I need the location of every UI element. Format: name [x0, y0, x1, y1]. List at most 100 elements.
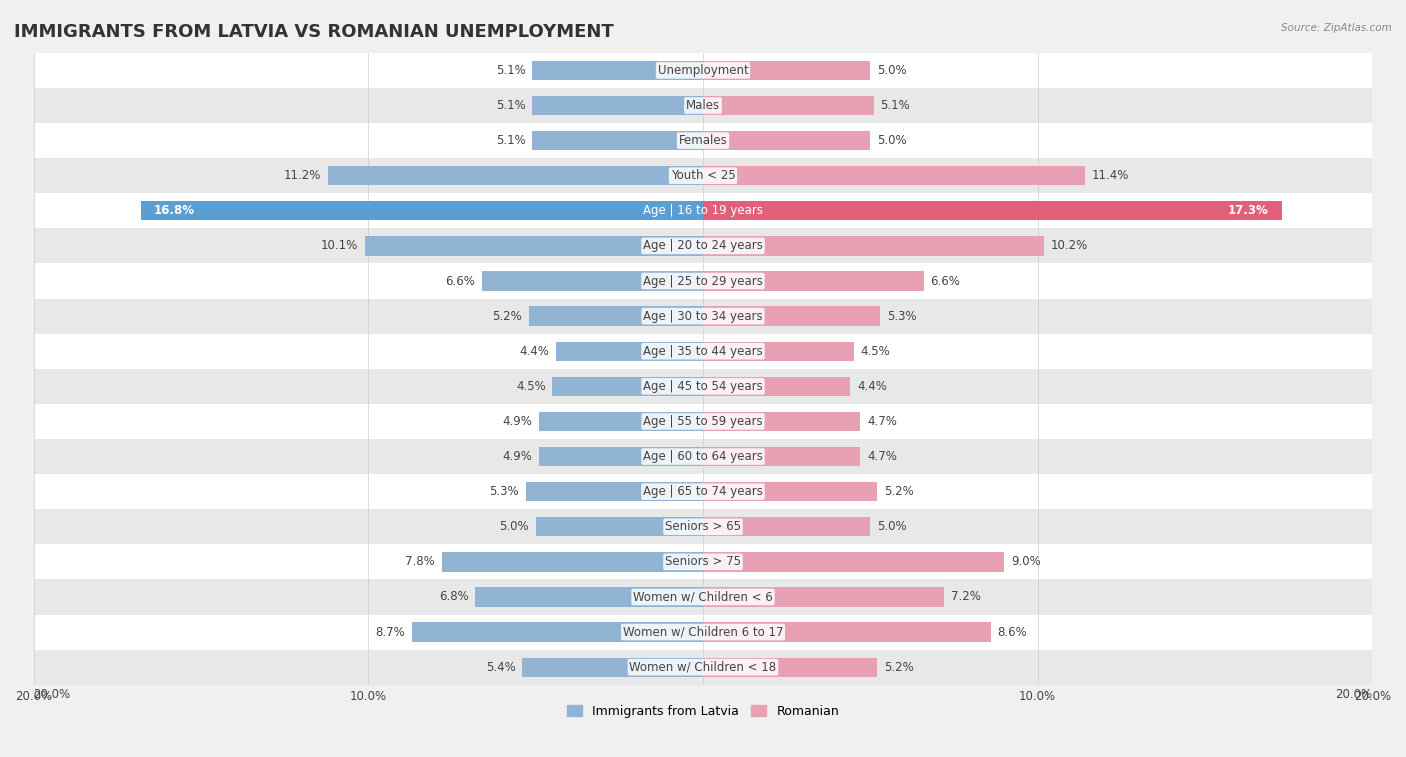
- Text: 4.7%: 4.7%: [868, 450, 897, 463]
- Text: Source: ZipAtlas.com: Source: ZipAtlas.com: [1281, 23, 1392, 33]
- Text: 4.9%: 4.9%: [502, 415, 533, 428]
- Text: 8.7%: 8.7%: [375, 625, 405, 639]
- Text: 7.8%: 7.8%: [405, 556, 436, 569]
- Text: 20.0%: 20.0%: [1336, 687, 1372, 700]
- Text: 5.0%: 5.0%: [499, 520, 529, 533]
- Bar: [34, 439, 1372, 474]
- Text: Age | 65 to 74 years: Age | 65 to 74 years: [643, 485, 763, 498]
- Bar: [703, 412, 860, 431]
- Bar: [366, 236, 703, 256]
- Text: 5.2%: 5.2%: [884, 485, 914, 498]
- Bar: [526, 482, 703, 501]
- Bar: [536, 517, 703, 537]
- Text: Age | 60 to 64 years: Age | 60 to 64 years: [643, 450, 763, 463]
- Bar: [555, 341, 703, 361]
- Bar: [522, 658, 703, 677]
- Text: Age | 35 to 44 years: Age | 35 to 44 years: [643, 344, 763, 358]
- Bar: [34, 88, 1372, 123]
- Bar: [703, 587, 943, 606]
- Bar: [441, 552, 703, 572]
- Bar: [703, 96, 873, 115]
- Legend: Immigrants from Latvia, Romanian: Immigrants from Latvia, Romanian: [562, 699, 844, 723]
- Text: 4.4%: 4.4%: [858, 380, 887, 393]
- Bar: [703, 307, 880, 326]
- Bar: [34, 369, 1372, 404]
- Text: Age | 16 to 19 years: Age | 16 to 19 years: [643, 204, 763, 217]
- Bar: [703, 482, 877, 501]
- Bar: [703, 61, 870, 80]
- Text: 5.1%: 5.1%: [496, 134, 526, 147]
- Text: Seniors > 75: Seniors > 75: [665, 556, 741, 569]
- Text: 4.5%: 4.5%: [516, 380, 546, 393]
- Bar: [34, 263, 1372, 298]
- Text: 11.4%: 11.4%: [1091, 170, 1129, 182]
- Bar: [703, 236, 1045, 256]
- Text: 6.8%: 6.8%: [439, 590, 468, 603]
- Bar: [34, 650, 1372, 685]
- Text: Males: Males: [686, 99, 720, 112]
- Text: IMMIGRANTS FROM LATVIA VS ROMANIAN UNEMPLOYMENT: IMMIGRANTS FROM LATVIA VS ROMANIAN UNEMP…: [14, 23, 614, 41]
- Bar: [703, 552, 1004, 572]
- Text: Age | 20 to 24 years: Age | 20 to 24 years: [643, 239, 763, 252]
- Text: Women w/ Children 6 to 17: Women w/ Children 6 to 17: [623, 625, 783, 639]
- Text: 10.1%: 10.1%: [321, 239, 359, 252]
- Bar: [34, 123, 1372, 158]
- Bar: [703, 622, 991, 642]
- Bar: [328, 166, 703, 185]
- Bar: [703, 131, 870, 151]
- Bar: [141, 201, 703, 220]
- Bar: [34, 544, 1372, 579]
- Bar: [34, 193, 1372, 229]
- Text: 8.6%: 8.6%: [997, 625, 1028, 639]
- Bar: [34, 53, 1372, 88]
- Bar: [703, 201, 1282, 220]
- Text: 5.0%: 5.0%: [877, 64, 907, 77]
- Text: 5.0%: 5.0%: [877, 520, 907, 533]
- Text: Youth < 25: Youth < 25: [671, 170, 735, 182]
- Bar: [533, 61, 703, 80]
- Bar: [538, 447, 703, 466]
- Bar: [34, 334, 1372, 369]
- Bar: [34, 615, 1372, 650]
- Bar: [533, 96, 703, 115]
- Text: Age | 25 to 29 years: Age | 25 to 29 years: [643, 275, 763, 288]
- Bar: [538, 412, 703, 431]
- Text: Age | 55 to 59 years: Age | 55 to 59 years: [643, 415, 763, 428]
- Bar: [703, 341, 853, 361]
- Bar: [34, 474, 1372, 509]
- Bar: [703, 377, 851, 396]
- Text: 4.5%: 4.5%: [860, 344, 890, 358]
- Bar: [529, 307, 703, 326]
- Bar: [475, 587, 703, 606]
- Text: 5.3%: 5.3%: [887, 310, 917, 322]
- Text: 5.1%: 5.1%: [496, 99, 526, 112]
- Bar: [34, 579, 1372, 615]
- Text: 11.2%: 11.2%: [284, 170, 322, 182]
- Bar: [34, 229, 1372, 263]
- Bar: [34, 404, 1372, 439]
- Text: Women w/ Children < 18: Women w/ Children < 18: [630, 661, 776, 674]
- Text: 6.6%: 6.6%: [931, 275, 960, 288]
- Text: 16.8%: 16.8%: [155, 204, 195, 217]
- Bar: [533, 131, 703, 151]
- Text: Unemployment: Unemployment: [658, 64, 748, 77]
- Text: 4.7%: 4.7%: [868, 415, 897, 428]
- Bar: [553, 377, 703, 396]
- Text: 6.6%: 6.6%: [446, 275, 475, 288]
- Text: Age | 45 to 54 years: Age | 45 to 54 years: [643, 380, 763, 393]
- Text: 4.4%: 4.4%: [519, 344, 548, 358]
- Text: 10.2%: 10.2%: [1052, 239, 1088, 252]
- Text: 7.2%: 7.2%: [950, 590, 980, 603]
- Bar: [703, 166, 1084, 185]
- Text: 5.1%: 5.1%: [880, 99, 910, 112]
- Bar: [34, 158, 1372, 193]
- Bar: [34, 298, 1372, 334]
- Bar: [703, 517, 870, 537]
- Text: Seniors > 65: Seniors > 65: [665, 520, 741, 533]
- Text: Women w/ Children < 6: Women w/ Children < 6: [633, 590, 773, 603]
- Text: 5.2%: 5.2%: [492, 310, 522, 322]
- Text: 5.2%: 5.2%: [884, 661, 914, 674]
- Text: 5.3%: 5.3%: [489, 485, 519, 498]
- Bar: [703, 658, 877, 677]
- Bar: [412, 622, 703, 642]
